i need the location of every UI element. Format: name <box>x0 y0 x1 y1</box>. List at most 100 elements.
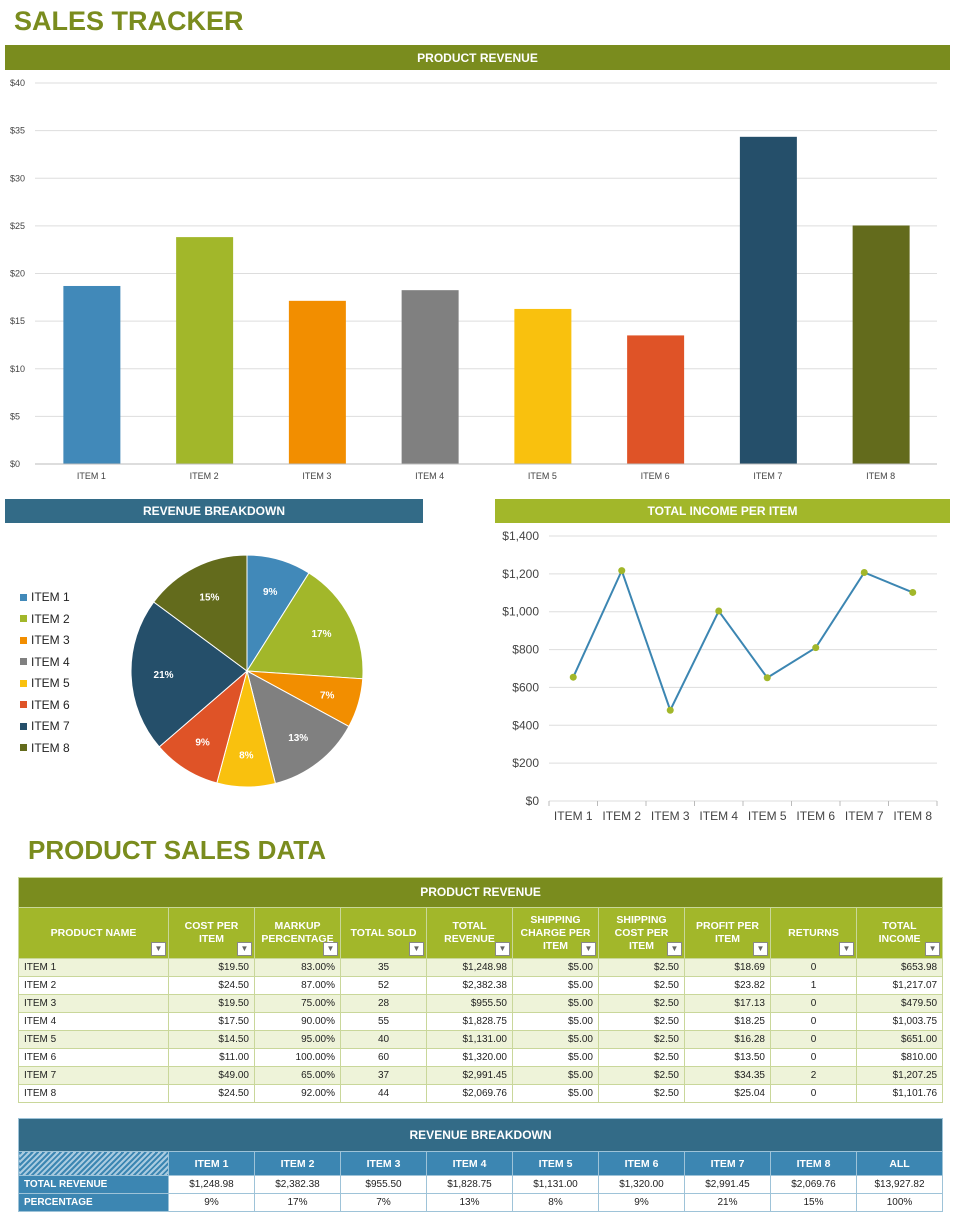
table-cell[interactable]: 40 <box>340 1030 427 1049</box>
table-cell[interactable]: $2,991.45 <box>426 1066 513 1085</box>
table-cell[interactable]: ITEM 5 <box>18 1030 169 1049</box>
table-cell[interactable]: $2.50 <box>598 958 685 977</box>
table-cell[interactable]: $5.00 <box>512 994 599 1013</box>
table-cell[interactable]: 92.00% <box>254 1084 341 1103</box>
table-cell[interactable]: 90.00% <box>254 1012 341 1031</box>
table-cell[interactable]: $49.00 <box>168 1066 255 1085</box>
table-cell[interactable]: $479.50 <box>855 994 944 1013</box>
table-cell[interactable]: $14.50 <box>168 1030 255 1049</box>
table-cell[interactable]: $1,828.75 <box>426 1012 513 1031</box>
table-cell[interactable]: 35 <box>340 958 427 977</box>
table-cell[interactable]: $955.50 <box>340 1175 427 1194</box>
table-cell[interactable]: $2,382.38 <box>254 1175 341 1194</box>
table-cell[interactable]: ITEM 6 <box>18 1048 169 1067</box>
table-cell[interactable]: $1,131.00 <box>512 1175 599 1194</box>
filter-dropdown-icon[interactable]: ▼ <box>237 942 252 956</box>
table-cell[interactable]: 52 <box>340 976 427 995</box>
table-cell[interactable]: 37 <box>340 1066 427 1085</box>
table-cell[interactable]: ITEM 3 <box>18 994 169 1013</box>
table-cell[interactable]: 100.00% <box>254 1048 341 1067</box>
table-cell[interactable]: $653.98 <box>855 958 944 977</box>
table-cell[interactable]: $2.50 <box>598 1084 685 1103</box>
table-cell[interactable]: 15% <box>770 1193 857 1212</box>
table-cell[interactable]: $2,382.38 <box>426 976 513 995</box>
table-cell[interactable]: ITEM 2 <box>18 976 169 995</box>
table-cell[interactable]: $5.00 <box>512 1084 599 1103</box>
table-cell[interactable]: $5.00 <box>512 976 599 995</box>
table-cell[interactable]: 1 <box>770 976 857 995</box>
table-cell[interactable]: $19.50 <box>168 994 255 1013</box>
table-cell[interactable]: ITEM 4 <box>18 1012 169 1031</box>
table-cell[interactable]: 83.00% <box>254 958 341 977</box>
table-cell[interactable]: $1,320.00 <box>426 1048 513 1067</box>
table-cell[interactable]: 8% <box>512 1193 599 1212</box>
table-cell[interactable]: $16.28 <box>684 1030 771 1049</box>
table-cell[interactable]: $2,069.76 <box>426 1084 513 1103</box>
table-cell[interactable]: $5.00 <box>512 1066 599 1085</box>
table-cell[interactable]: $2.50 <box>598 994 685 1013</box>
table-cell[interactable]: 7% <box>340 1193 427 1212</box>
table-cell[interactable]: 0 <box>770 1048 857 1067</box>
table-cell[interactable]: 0 <box>770 994 857 1013</box>
table-cell[interactable]: $1,207.25 <box>855 1066 944 1085</box>
table-cell[interactable]: 2 <box>770 1066 857 1085</box>
table-cell[interactable]: $1,003.75 <box>855 1012 944 1031</box>
filter-dropdown-icon[interactable]: ▼ <box>323 942 338 956</box>
table-cell[interactable]: $955.50 <box>426 994 513 1013</box>
table-cell[interactable]: $1,248.98 <box>426 958 513 977</box>
table-cell[interactable]: 0 <box>770 1012 857 1031</box>
filter-dropdown-icon[interactable]: ▼ <box>495 942 510 956</box>
table-cell[interactable]: $1,217.07 <box>855 976 944 995</box>
table-cell[interactable]: 55 <box>340 1012 427 1031</box>
table-cell[interactable]: 87.00% <box>254 976 341 995</box>
table-cell[interactable]: $1,101.76 <box>855 1084 944 1103</box>
table-cell[interactable]: $13,927.82 <box>855 1175 944 1194</box>
filter-dropdown-icon[interactable]: ▼ <box>409 942 424 956</box>
table-cell[interactable]: $17.13 <box>684 994 771 1013</box>
table-cell[interactable]: $25.04 <box>684 1084 771 1103</box>
table-cell[interactable]: $2.50 <box>598 1030 685 1049</box>
filter-dropdown-icon[interactable]: ▼ <box>925 942 941 956</box>
table-cell[interactable]: $18.69 <box>684 958 771 977</box>
table-cell[interactable]: $34.35 <box>684 1066 771 1085</box>
table-cell[interactable]: 0 <box>770 1030 857 1049</box>
table-cell[interactable]: $5.00 <box>512 1048 599 1067</box>
table-cell[interactable]: $24.50 <box>168 1084 255 1103</box>
table-cell[interactable]: $11.00 <box>168 1048 255 1067</box>
table-cell[interactable]: $2.50 <box>598 976 685 995</box>
table-cell[interactable]: $5.00 <box>512 1012 599 1031</box>
table-cell[interactable]: $1,248.98 <box>168 1175 255 1194</box>
table-cell[interactable]: 65.00% <box>254 1066 341 1085</box>
table-cell[interactable]: $810.00 <box>855 1048 944 1067</box>
table-cell[interactable]: 17% <box>254 1193 341 1212</box>
table-cell[interactable]: $19.50 <box>168 958 255 977</box>
table-cell[interactable]: 0 <box>770 958 857 977</box>
table-cell[interactable]: 21% <box>684 1193 771 1212</box>
table-cell[interactable]: $2,069.76 <box>770 1175 857 1194</box>
table-cell[interactable]: $17.50 <box>168 1012 255 1031</box>
table-cell[interactable]: $24.50 <box>168 976 255 995</box>
table-cell[interactable]: $1,131.00 <box>426 1030 513 1049</box>
filter-dropdown-icon[interactable]: ▼ <box>151 942 166 956</box>
table-cell[interactable]: $23.82 <box>684 976 771 995</box>
filter-dropdown-icon[interactable]: ▼ <box>753 942 768 956</box>
table-cell[interactable]: ITEM 7 <box>18 1066 169 1085</box>
table-cell[interactable]: 95.00% <box>254 1030 341 1049</box>
filter-dropdown-icon[interactable]: ▼ <box>839 942 854 956</box>
table-cell[interactable]: 44 <box>340 1084 427 1103</box>
table-cell[interactable]: ITEM 8 <box>18 1084 169 1103</box>
table-cell[interactable]: $1,828.75 <box>426 1175 513 1194</box>
table-cell[interactable]: 100% <box>855 1193 944 1212</box>
table-cell[interactable]: 13% <box>426 1193 513 1212</box>
table-cell[interactable]: 75.00% <box>254 994 341 1013</box>
table-cell[interactable]: $13.50 <box>684 1048 771 1067</box>
table-cell[interactable]: 28 <box>340 994 427 1013</box>
filter-dropdown-icon[interactable]: ▼ <box>667 942 682 956</box>
table-cell[interactable]: $2,991.45 <box>684 1175 771 1194</box>
table-cell[interactable]: 9% <box>598 1193 685 1212</box>
table-cell[interactable]: 0 <box>770 1084 857 1103</box>
table-cell[interactable]: $5.00 <box>512 958 599 977</box>
filter-dropdown-icon[interactable]: ▼ <box>581 942 596 956</box>
table-cell[interactable]: $651.00 <box>855 1030 944 1049</box>
table-cell[interactable]: $2.50 <box>598 1012 685 1031</box>
